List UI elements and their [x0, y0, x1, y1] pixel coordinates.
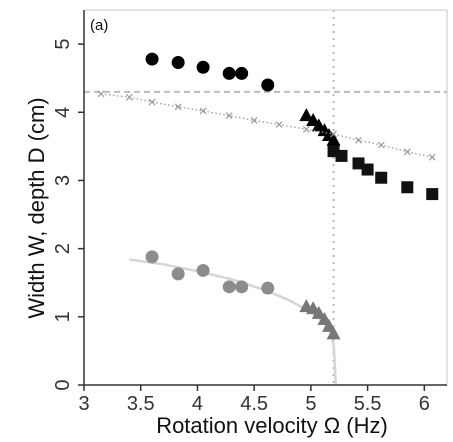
series-5-x-point-4 — [199, 107, 207, 115]
data-marks — [97, 52, 439, 340]
series-5-x-point-6 — [250, 117, 258, 124]
x-tick-label-0: 3 — [78, 393, 89, 415]
series-2-square-point-3 — [361, 163, 374, 176]
series-3-circle-point-5 — [261, 281, 275, 295]
fit-curve — [129, 258, 338, 386]
series-5-x-point-1 — [125, 93, 133, 101]
series-2-square-point-5 — [401, 181, 414, 194]
series-0-circle-point-5 — [261, 78, 275, 92]
y-tick-label-3: 3 — [52, 175, 74, 186]
series-5-x-point-0 — [97, 90, 105, 98]
x-tick-label-3: 4.5 — [240, 393, 268, 415]
series-4-triangle-point-2 — [311, 305, 326, 319]
reference-lines — [84, 10, 447, 385]
fit-curve-layer — [129, 258, 338, 386]
series-1-triangle-point-0 — [299, 108, 314, 122]
series-0-circle-point-2 — [196, 60, 210, 74]
series-5-x-point-12 — [403, 148, 411, 156]
series-3-circle-point-0 — [145, 250, 159, 264]
series-3-circle-point-3 — [222, 280, 236, 294]
series-1-triangle-point-5 — [326, 132, 341, 146]
series-5-x-point-7 — [275, 121, 283, 128]
series-5-x-point-11 — [377, 141, 385, 149]
panel-label: (a) — [90, 17, 108, 34]
series-0-circle-point-4 — [235, 66, 249, 80]
series-0-circle-point-3 — [222, 66, 236, 80]
series-5-x-point-3 — [174, 103, 182, 111]
series-2-square-point-4 — [375, 171, 388, 184]
y-tick-label-2: 2 — [52, 243, 74, 254]
series-0-circle-point-0 — [145, 52, 159, 66]
axes: 3 3.5 4 4.5 5 5.5 6 0 1 2 3 4 5 — [52, 9, 448, 415]
series-5-x-point-10 — [355, 136, 362, 144]
series-0-circle-point-1 — [171, 56, 185, 69]
x-tick-label-4: 5 — [305, 393, 316, 415]
series-4-triangle-point-5 — [326, 326, 341, 340]
y-tick-label-5: 5 — [52, 39, 74, 50]
series-2-square-point-1 — [335, 149, 348, 162]
y-tick-label-0: 0 — [52, 379, 74, 390]
series-3-circle-point-1 — [171, 267, 185, 281]
x-tick-label-6: 6 — [419, 393, 430, 415]
series-5-x-point-8 — [302, 125, 310, 133]
series-3-circle-point-2 — [196, 263, 210, 277]
x-tick-label-5: 5.5 — [354, 393, 382, 415]
x-tick-label-2: 4 — [192, 393, 203, 415]
series-5-x-point-9 — [330, 130, 337, 138]
series-5-line — [100, 93, 433, 158]
series-5-x-point-13 — [428, 153, 436, 161]
x-axis-label: Rotation velocity Ω (Hz) — [156, 413, 388, 438]
series-3-circle-point-4 — [235, 280, 249, 294]
x-tick-label-1: 3.5 — [127, 393, 155, 415]
series-2-square-point-2 — [352, 157, 365, 170]
series-5-x-point-2 — [148, 98, 156, 106]
series-5-x-point-5 — [225, 112, 233, 120]
y-tick-label-1: 1 — [52, 311, 74, 322]
y-axis-label: Width W, depth D (cm) — [24, 97, 49, 318]
series-2-square-point-6 — [426, 188, 439, 201]
y-tick-label-4: 4 — [52, 107, 74, 118]
